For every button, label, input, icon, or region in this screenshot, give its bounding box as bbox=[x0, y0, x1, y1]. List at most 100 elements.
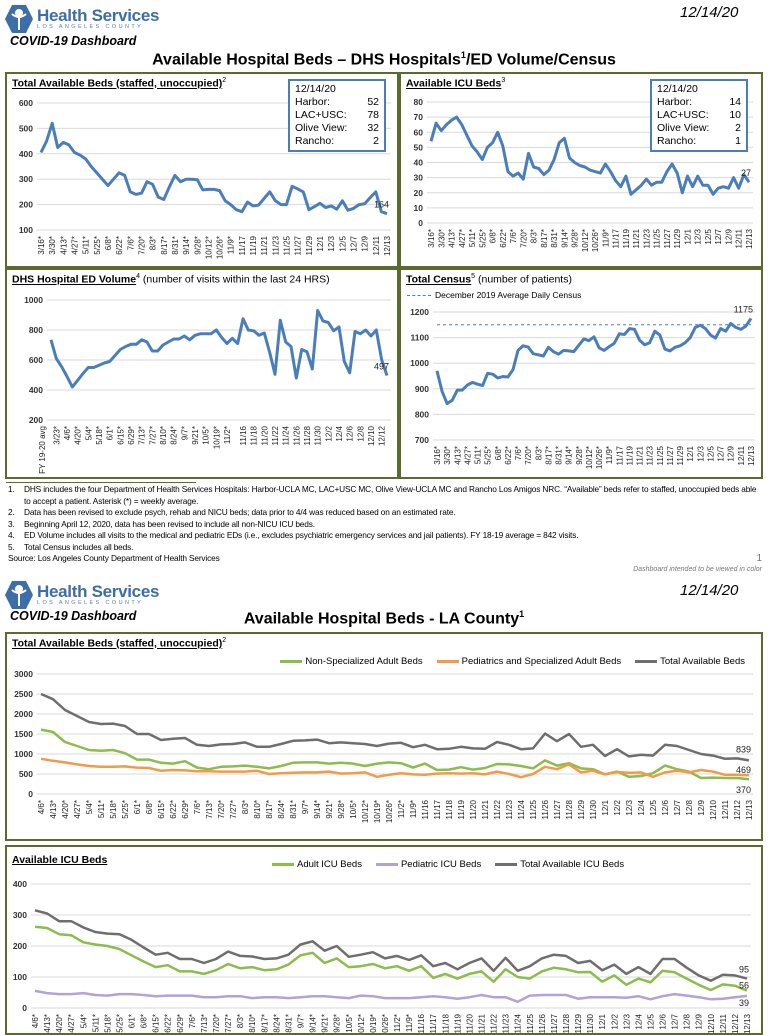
chart-title: Total Available Beds (staffed, unoccupie… bbox=[12, 637, 227, 650]
x-tick-label: 3/30* bbox=[443, 446, 452, 465]
footnote: 4. ED Volume includes all visits to the m… bbox=[8, 530, 579, 540]
x-tick-label: 12/5 bbox=[338, 235, 347, 251]
x-tick-label: 9/14* bbox=[565, 446, 574, 465]
page-number: 1 bbox=[756, 553, 762, 564]
x-tick-label: 11/26 bbox=[292, 425, 301, 445]
x-tick-label: 9/28* bbox=[571, 229, 580, 248]
x-tick-label: 6/8* bbox=[489, 229, 498, 243]
y-tick-label: 10 bbox=[414, 203, 424, 213]
source-note: Source: Los Angeles County Department of… bbox=[8, 553, 220, 563]
report-date: 12/14/20 bbox=[680, 582, 739, 599]
series-line-main bbox=[39, 121, 388, 216]
x-tick-label: 10/12* bbox=[581, 229, 590, 252]
y-tick-label: 600 bbox=[19, 98, 33, 108]
x-tick-label: 11/21 bbox=[260, 235, 269, 255]
x-tick-label: 6/22* bbox=[115, 236, 124, 255]
x-tick-label: 12/3 bbox=[327, 235, 336, 251]
x-tick-label: 11/9* bbox=[605, 446, 614, 464]
x-tick-label: 11/23 bbox=[271, 235, 280, 255]
x-tick-label: 11/19 bbox=[457, 799, 466, 819]
footnote: 1. DHS includes the four Department of He… bbox=[8, 484, 757, 506]
y-tick-label: 300 bbox=[13, 910, 27, 920]
x-tick-label: 8/10* bbox=[159, 426, 168, 445]
x-tick-label: 6/29* bbox=[176, 1014, 185, 1033]
chart-title: DHS Hospital ED Volume4 (number of visit… bbox=[12, 273, 330, 286]
color-note: Dashboard intended to be viewed in color bbox=[633, 566, 762, 573]
x-tick-label: 8/31* bbox=[289, 800, 298, 819]
x-tick-label: 12/6 bbox=[661, 799, 670, 815]
x-tick-label: 12/6 bbox=[659, 1013, 668, 1029]
logo-name: Health Services bbox=[37, 582, 160, 601]
x-tick-label: 6/15* bbox=[152, 1014, 161, 1033]
x-tick-label: 5/11* bbox=[97, 800, 106, 818]
legend-item: Adult ICU Beds bbox=[272, 859, 362, 870]
x-tick-label: 11/20 bbox=[465, 1013, 474, 1033]
x-tick-label: 11/29 bbox=[673, 228, 682, 248]
x-tick-label: 11/22 bbox=[493, 799, 502, 819]
x-tick-label: 12/11 bbox=[737, 445, 746, 465]
y-tick-label: 200 bbox=[29, 415, 43, 425]
x-tick-label: 4/13* bbox=[59, 236, 68, 255]
y-tick-label: 600 bbox=[29, 355, 43, 365]
x-tick-label: 9/14* bbox=[313, 800, 322, 819]
page-title: Available Hospital Beds - LA County1 bbox=[243, 609, 525, 628]
x-tick-label: 8/3* bbox=[236, 1014, 245, 1028]
x-tick-label: 10/19* bbox=[373, 800, 382, 823]
x-tick-label: 12/3 bbox=[696, 445, 705, 461]
x-tick-label: 10/12* bbox=[585, 446, 594, 469]
x-tick-label: 12/6 bbox=[346, 425, 355, 441]
x-tick-label: 7/6* bbox=[509, 229, 518, 243]
x-tick-label: 4/27* bbox=[73, 800, 82, 819]
x-tick-label: 11/21 bbox=[481, 799, 490, 819]
x-tick-label: 12/11 bbox=[719, 1013, 728, 1033]
end-value-label: 27 bbox=[741, 168, 751, 178]
x-tick-label: 11/2* bbox=[393, 1014, 402, 1032]
x-tick-label: 11/29 bbox=[676, 445, 685, 465]
x-tick-label: 11/17 bbox=[615, 445, 624, 465]
x-tick-label: 6/1* bbox=[133, 800, 142, 814]
x-tick-label: 10/5* bbox=[345, 1014, 354, 1033]
x-tick-label: 12/9 bbox=[724, 228, 733, 244]
y-tick-label: 400 bbox=[19, 149, 33, 159]
x-tick-label: 3/23* bbox=[52, 426, 61, 445]
x-tick-label: 12/2 bbox=[613, 799, 622, 815]
x-tick-label: 5/11* bbox=[474, 446, 483, 464]
x-tick-label: 5/18* bbox=[103, 1014, 112, 1033]
y-tick-label: 1500 bbox=[14, 729, 33, 739]
series-line-total-available-beds bbox=[40, 692, 750, 762]
x-tick-label: 11/16 bbox=[421, 799, 430, 819]
la-icu-chart: 0 100 200 300 400 4/6* 4/13* 4/20* 4/27* 5/4* 5/11… bbox=[13, 879, 752, 1033]
x-tick-label: 12/9 bbox=[695, 1013, 704, 1029]
logo-name: Health Services bbox=[37, 6, 160, 25]
x-tick-label: 7/20* bbox=[212, 1014, 221, 1033]
dhs-beds-info-box: 12/14/20 Harbor: 52 LAC+USC: 78 Olive View… bbox=[288, 79, 386, 152]
x-tick-label: 4/20* bbox=[55, 1014, 64, 1033]
logo-subtitle: LOS ANGELES COUNTY bbox=[37, 600, 144, 606]
x-tick-label: 4/27* bbox=[70, 236, 79, 255]
x-tick-label: 11/24 bbox=[282, 425, 291, 445]
x-tick-label: 5/4* bbox=[85, 800, 94, 814]
x-tick-label: 11/27 bbox=[666, 445, 675, 465]
x-tick-label: 7/27* bbox=[224, 1014, 233, 1033]
x-tick-label: 12/4 bbox=[335, 425, 344, 441]
x-tick-label: 11/25 bbox=[529, 799, 538, 819]
x-tick-label: 11/18 bbox=[441, 1013, 450, 1033]
x-tick-label: 9/14* bbox=[309, 1014, 318, 1033]
legend-item: Total Available ICU Beds bbox=[495, 859, 624, 870]
x-tick-label: 10/12* bbox=[204, 236, 213, 259]
y-tick-label: 60 bbox=[414, 127, 424, 137]
x-tick-label: 11/27 bbox=[294, 235, 303, 255]
x-tick-label: 7/27* bbox=[148, 426, 157, 445]
x-tick-label: 12/5 bbox=[646, 1013, 655, 1029]
x-tick-label: 12/13 bbox=[383, 235, 392, 256]
x-tick-label: 7/20* bbox=[519, 229, 528, 248]
y-tick-label: 1100 bbox=[411, 333, 430, 343]
x-tick-label: 9/28* bbox=[337, 800, 346, 819]
footnote: 3. Beginning April 12, 2020, data has bee… bbox=[8, 518, 315, 529]
x-tick-label: 5/25* bbox=[484, 446, 493, 465]
x-tick-label: 12/11 bbox=[721, 799, 730, 819]
x-tick-label: 7/13* bbox=[205, 800, 214, 819]
x-tick-label: 12/5 bbox=[649, 799, 658, 815]
x-tick-label: 11/22 bbox=[490, 1013, 499, 1033]
x-tick-label: 11/17 bbox=[429, 1013, 438, 1033]
